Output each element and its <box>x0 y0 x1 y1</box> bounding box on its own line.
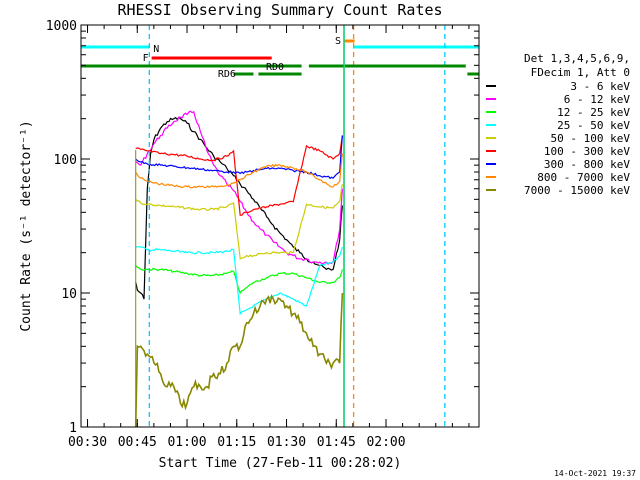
timestamp: 14-Oct-2021 19:37 <box>554 469 636 478</box>
chart-title: RHESSI Observing Summary Count Rates <box>117 1 442 19</box>
legend-entry: 50 - 100 keV <box>551 132 631 145</box>
legend-entry: 12 - 25 keV <box>557 106 630 119</box>
x-axis-label: Start Time (27-Feb-11 00:28:02) <box>159 456 402 471</box>
legend-title-line-2: FDecim 1, Att 0 <box>531 66 630 79</box>
flag-label-n: N <box>153 44 159 55</box>
series-line-50-100-kev <box>135 183 343 260</box>
y-tick-label: 100 <box>54 153 77 168</box>
flag-layer: NF RD0 RD6 S <box>81 25 479 427</box>
legend-title-line-1: Det 1,3,4,5,6,9, <box>524 52 630 65</box>
x-tick-label: 00:30 <box>68 435 107 450</box>
legend: Det 1,3,4,5,6,9, FDecim 1, Att 0 3 - 6 k… <box>486 52 630 197</box>
flag-label-f: F <box>143 53 149 64</box>
plot-frame <box>80 24 480 428</box>
series-line-800-7000-kev <box>135 153 343 189</box>
legend-entry: 7000 - 15000 keV <box>524 184 630 197</box>
y-tick-label: 10 <box>61 287 77 302</box>
x-tick-label: 01:15 <box>217 435 256 450</box>
x-tick-label: 01:30 <box>267 435 306 450</box>
data-layer <box>134 110 344 428</box>
legend-entry: 6 - 12 keV <box>564 93 631 106</box>
flag-label-rd6: RD6 <box>218 69 236 80</box>
series-line-100-300-kev <box>135 135 343 216</box>
y-axis-label: Count Rate (s⁻¹ detector⁻¹) <box>19 120 34 331</box>
series-line-25-50-kev <box>135 245 343 316</box>
series-line-12-25-kev <box>135 265 343 295</box>
legend-entry: 300 - 800 keV <box>544 158 630 171</box>
legend-entry: 25 - 50 keV <box>557 119 630 132</box>
flag-label-s: S <box>335 36 341 47</box>
y-tick-label: 1000 <box>46 19 77 34</box>
series-line-6-12-kev <box>135 110 343 265</box>
x-tick-label: 01:45 <box>317 435 356 450</box>
flag-label-rd0: RD0 <box>266 62 284 73</box>
series-line-7000-15000-kev <box>134 292 344 428</box>
legend-entry: 100 - 300 keV <box>544 145 630 158</box>
x-tick-label: 02:00 <box>366 435 405 450</box>
x-tick-label: 00:45 <box>118 435 157 450</box>
legend-entry: 800 - 7000 keV <box>537 171 630 184</box>
x-tick-label: 01:00 <box>167 435 206 450</box>
y-tick-label: 1 <box>69 421 77 436</box>
legend-entry: 3 - 6 keV <box>570 80 630 93</box>
series-line-3-6-kev <box>135 116 343 300</box>
axes-layer: 00:30 00:45 01:00 01:15 01:30 01:45 02:00 1 10 10… <box>46 19 479 450</box>
